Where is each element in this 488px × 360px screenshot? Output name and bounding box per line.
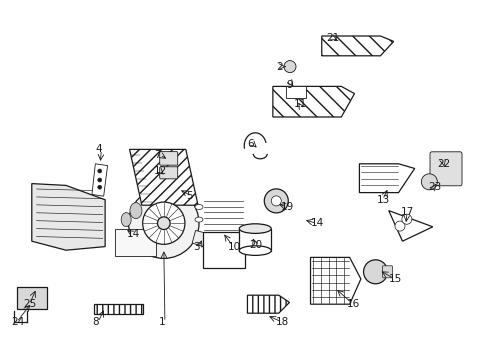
Ellipse shape [195,204,203,210]
Circle shape [157,217,170,230]
Polygon shape [92,164,107,196]
Text: 19: 19 [281,202,294,212]
Circle shape [401,214,411,224]
Bar [94,304,143,314]
Polygon shape [192,230,206,247]
Polygon shape [272,86,354,117]
Ellipse shape [130,203,142,219]
Text: 22: 22 [437,159,450,169]
Circle shape [142,202,184,244]
FancyBboxPatch shape [429,152,461,186]
Polygon shape [321,36,393,56]
Polygon shape [388,211,432,241]
Text: 12: 12 [154,166,167,176]
Text: 1: 1 [159,317,165,327]
Text: 6: 6 [246,139,253,149]
Text: 7: 7 [154,150,161,160]
Polygon shape [32,184,105,250]
Text: 14: 14 [310,218,323,228]
Text: 17: 17 [400,207,413,217]
Bar [239,229,271,251]
Text: 20: 20 [249,240,262,250]
Polygon shape [129,149,198,205]
Polygon shape [359,164,414,193]
Text: 18: 18 [276,317,289,327]
Circle shape [421,174,436,190]
FancyBboxPatch shape [382,266,392,278]
Circle shape [128,188,199,258]
Polygon shape [310,257,360,304]
Circle shape [284,60,295,73]
Ellipse shape [239,246,271,255]
Ellipse shape [195,217,203,222]
Text: 3: 3 [193,242,200,252]
Circle shape [98,185,102,189]
Text: 21: 21 [326,33,339,43]
Circle shape [264,189,288,213]
Text: 11: 11 [293,99,306,109]
Circle shape [363,260,387,284]
Text: 24: 24 [11,317,24,327]
Circle shape [98,169,102,173]
Polygon shape [247,295,289,313]
Text: 14: 14 [127,229,140,239]
Bar [203,232,244,268]
Text: 2: 2 [276,62,283,72]
Text: 15: 15 [388,274,401,284]
Text: 16: 16 [346,299,360,309]
FancyBboxPatch shape [160,152,177,165]
Text: 4: 4 [95,144,102,154]
Text: 10: 10 [227,242,240,252]
Bar [17,287,47,309]
Text: 13: 13 [376,195,389,205]
Text: 8: 8 [92,317,99,327]
Text: 5: 5 [185,191,192,201]
Circle shape [394,221,404,231]
Ellipse shape [121,213,131,226]
FancyBboxPatch shape [160,167,177,179]
Ellipse shape [239,224,271,233]
Text: 23: 23 [427,182,440,192]
Bar [115,229,155,256]
Circle shape [98,178,102,182]
Bar [285,86,305,98]
Text: 9: 9 [285,80,292,90]
Text: 25: 25 [23,299,37,309]
Circle shape [271,196,281,206]
